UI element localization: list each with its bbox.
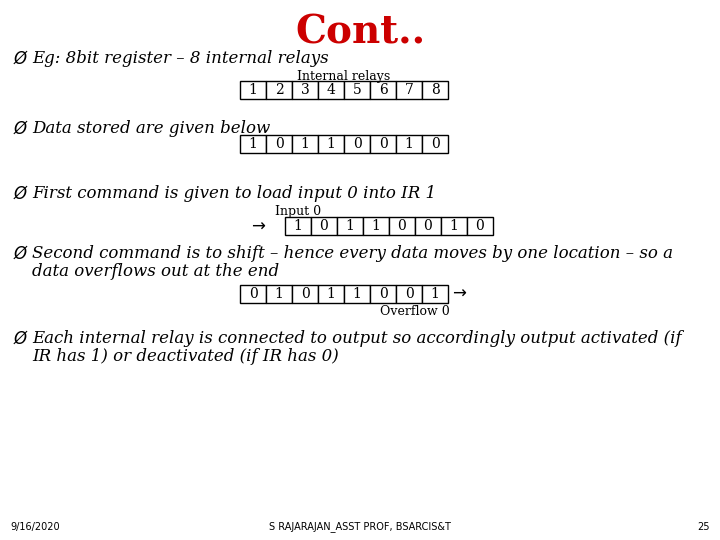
Text: 0: 0 [301, 287, 310, 301]
Bar [266, 135, 292, 153]
Text: 4: 4 [327, 83, 336, 97]
Text: 0: 0 [320, 219, 328, 233]
Text: Data stored are given below: Data stored are given below [32, 120, 270, 137]
Text: 0: 0 [431, 137, 439, 151]
Text: 0: 0 [353, 137, 361, 151]
Bar [344, 285, 370, 303]
Bar [396, 285, 422, 303]
Bar [344, 81, 370, 99]
Text: 0: 0 [274, 137, 284, 151]
Bar [318, 81, 344, 99]
Bar [370, 81, 396, 99]
Bar [292, 285, 318, 303]
Text: 9/16/2020: 9/16/2020 [10, 522, 60, 532]
Bar [337, 217, 363, 235]
Text: 2: 2 [274, 83, 284, 97]
Text: 1: 1 [449, 219, 459, 233]
Text: 1: 1 [372, 219, 380, 233]
Text: 1: 1 [346, 219, 354, 233]
Text: 5: 5 [353, 83, 361, 97]
Text: 0: 0 [379, 287, 387, 301]
Text: 0: 0 [379, 137, 387, 151]
Text: Internal relays: Internal relays [297, 70, 391, 83]
Bar [370, 285, 396, 303]
Bar [292, 81, 318, 99]
Text: 0: 0 [248, 287, 257, 301]
Bar [396, 135, 422, 153]
Text: data overflows out at the end: data overflows out at the end [32, 263, 279, 280]
Text: Cont..: Cont.. [295, 13, 425, 51]
Text: IR has 1) or deactivated (if IR has 0): IR has 1) or deactivated (if IR has 0) [32, 348, 338, 365]
Text: 1: 1 [300, 137, 310, 151]
Text: 0: 0 [423, 219, 433, 233]
Text: 1: 1 [327, 287, 336, 301]
Bar [285, 217, 311, 235]
Bar [311, 217, 337, 235]
Bar [422, 135, 448, 153]
Text: First command is given to load input 0 into IR 1: First command is given to load input 0 i… [32, 185, 436, 202]
Text: 1: 1 [248, 83, 258, 97]
Text: Ø: Ø [14, 330, 27, 348]
Bar [422, 285, 448, 303]
Text: Ø: Ø [14, 245, 27, 263]
Text: 6: 6 [379, 83, 387, 97]
Bar [240, 285, 266, 303]
Text: Ø: Ø [14, 50, 27, 68]
Bar [389, 217, 415, 235]
Text: Each internal relay is connected to output so accordingly output activated (if: Each internal relay is connected to outp… [32, 330, 682, 347]
Text: 0: 0 [397, 219, 406, 233]
Bar [396, 81, 422, 99]
Text: 0: 0 [405, 287, 413, 301]
Text: 25: 25 [698, 522, 710, 532]
Text: 1: 1 [294, 219, 302, 233]
Text: Input 0: Input 0 [275, 205, 321, 218]
Text: 1: 1 [274, 287, 284, 301]
Text: 1: 1 [431, 287, 439, 301]
Bar [467, 217, 493, 235]
Text: →: → [452, 285, 466, 303]
Text: S RAJARAJAN_ASST PROF, BSARCIS&T: S RAJARAJAN_ASST PROF, BSARCIS&T [269, 521, 451, 532]
Text: Ø: Ø [14, 120, 27, 138]
Text: 8: 8 [431, 83, 439, 97]
Text: Second command is to shift – hence every data moves by one location – so a: Second command is to shift – hence every… [32, 245, 673, 262]
Text: 0: 0 [476, 219, 485, 233]
Text: →: → [251, 218, 265, 236]
Bar [266, 285, 292, 303]
Text: 1: 1 [327, 137, 336, 151]
Text: Eg: 8bit register – 8 internal relays: Eg: 8bit register – 8 internal relays [32, 50, 328, 67]
Text: 7: 7 [405, 83, 413, 97]
Bar [363, 217, 389, 235]
Bar [266, 81, 292, 99]
Bar [318, 285, 344, 303]
Bar [318, 135, 344, 153]
Text: 1: 1 [405, 137, 413, 151]
Bar [441, 217, 467, 235]
Text: 1: 1 [248, 137, 258, 151]
Bar [292, 135, 318, 153]
Text: Ø: Ø [14, 185, 27, 203]
Bar [344, 135, 370, 153]
Text: 1: 1 [353, 287, 361, 301]
Text: Overflow 0: Overflow 0 [380, 305, 450, 318]
Bar [240, 135, 266, 153]
Bar [240, 81, 266, 99]
Bar [370, 135, 396, 153]
Bar [422, 81, 448, 99]
Bar [415, 217, 441, 235]
Text: 3: 3 [301, 83, 310, 97]
